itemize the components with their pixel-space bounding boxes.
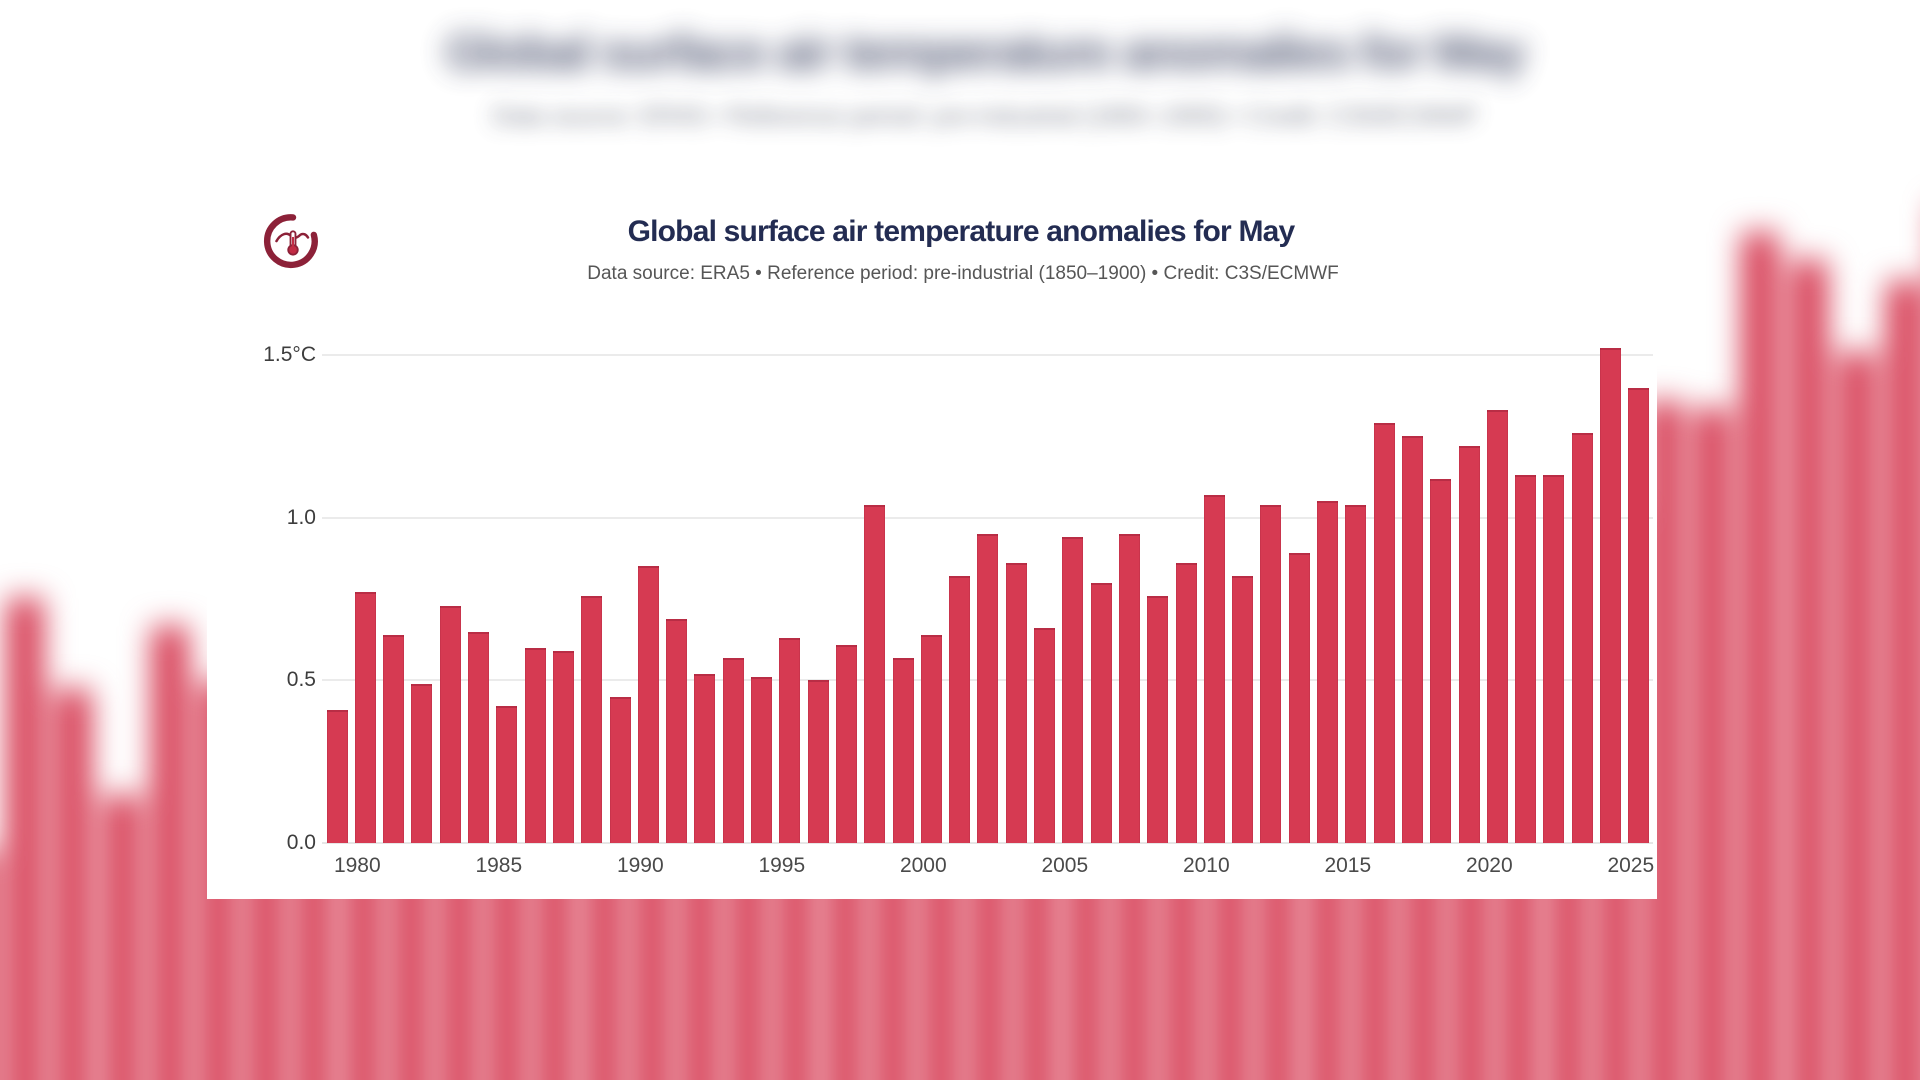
bar-2025: [1628, 387, 1650, 843]
bar-2023: [1571, 433, 1593, 843]
bar-2019: [1887, 281, 1920, 1080]
bar-2016: [1742, 231, 1779, 1080]
bar-1989: [609, 696, 631, 843]
bar-1985: [496, 706, 518, 843]
bar-2008: [1147, 595, 1169, 843]
bar-1995: [779, 638, 801, 843]
bar-1982: [103, 795, 140, 1080]
bar-1981: [55, 689, 92, 1080]
bar-1986: [524, 647, 546, 843]
bar-1979: [326, 709, 348, 843]
bar-1993: [722, 657, 744, 843]
bar-2018: [1838, 351, 1875, 1080]
backdrop-subtitle: Data source: ERA5 • Reference period: pr…: [491, 100, 1479, 131]
bar-2020: [1486, 410, 1508, 843]
x-tick-label-1985: 1985: [475, 854, 523, 877]
x-tick-label-1990: 1990: [616, 854, 664, 877]
bar-2006: [1090, 582, 1112, 843]
chart-title: Global surface air temperature anomalies…: [627, 215, 1296, 248]
bar-2014: [1317, 501, 1338, 843]
bar-2018: [1430, 478, 1452, 843]
bar-2015: [1345, 504, 1367, 843]
y-tick-label: 0.5: [286, 668, 316, 692]
bar-1981: [383, 634, 405, 843]
backdrop-title: Global surface air temperature anomalies…: [445, 24, 1526, 80]
x-tick-label-2005: 2005: [1041, 854, 1089, 877]
x-tick-label-1995: 1995: [758, 854, 806, 877]
bar-1990: [637, 566, 659, 843]
bar-1997: [835, 644, 857, 843]
bar-2022: [1543, 475, 1565, 843]
bar-1988: [581, 595, 603, 843]
y-tick-label: 0.0: [286, 831, 316, 854]
bar-1999: [892, 657, 914, 843]
bar-1980: [7, 597, 44, 1080]
bar-2009: [1175, 563, 1197, 843]
bar-2002: [977, 533, 999, 843]
bar-2017: [1401, 436, 1423, 843]
bar-2013: [1288, 553, 1310, 843]
bar-2017: [1790, 260, 1827, 1080]
climate-pulse-logo: [263, 214, 318, 269]
logo-crescent: [263, 214, 318, 269]
bar-1980: [354, 592, 376, 843]
bar-2000: [920, 634, 942, 843]
bar-2016: [1373, 423, 1395, 843]
bar-1994: [751, 677, 772, 843]
gridline-1.0: [322, 516, 1653, 519]
y-tick-label: 1.0: [286, 505, 316, 529]
bar-1992: [694, 673, 716, 843]
bar-2010: [1203, 494, 1225, 843]
x-tick-label-2010: 2010: [1182, 854, 1230, 877]
bar-1987: [552, 651, 574, 843]
chart-card: Global surface air temperature anomalies…: [207, 165, 1657, 899]
bar-2021: [1515, 475, 1537, 843]
gridline-1.5°C: [322, 354, 1653, 356]
bar-2015: [1694, 407, 1731, 1080]
bar-1984: [468, 631, 489, 843]
bar-2003: [1005, 563, 1027, 843]
x-tick-label-2025: 2025: [1607, 854, 1655, 877]
bar-1983: [151, 626, 188, 1080]
chart-subtitle: Data source: ERA5 • Reference period: pr…: [587, 263, 1339, 284]
bar-1991: [666, 618, 688, 843]
x-tick-label-2000: 2000: [899, 854, 947, 877]
gridline-0.0: [322, 842, 1653, 844]
x-tick-label-2020: 2020: [1465, 854, 1513, 877]
bar-2011: [1232, 576, 1254, 843]
x-tick-label-1980: 1980: [333, 854, 381, 877]
bar-2024: [1600, 348, 1621, 843]
y-tick-label: 1.5°C: [263, 343, 316, 366]
bar-1998: [864, 504, 886, 843]
bar-2004: [1034, 628, 1055, 843]
bar-2019: [1458, 446, 1480, 843]
bar-2001: [949, 576, 971, 843]
bar-2007: [1118, 533, 1140, 843]
bar-2012: [1260, 504, 1282, 843]
bar-1982: [411, 683, 433, 843]
x-tick-label-2015: 2015: [1324, 854, 1372, 877]
bar-1996: [807, 680, 829, 843]
bar-2005: [1062, 537, 1084, 843]
bar-chart-plot: 0.0 0.5 1.0 1.5°C 1980 1985 1990 1995 2000 2005 20…: [207, 165, 1657, 899]
bar-1983: [439, 605, 461, 843]
